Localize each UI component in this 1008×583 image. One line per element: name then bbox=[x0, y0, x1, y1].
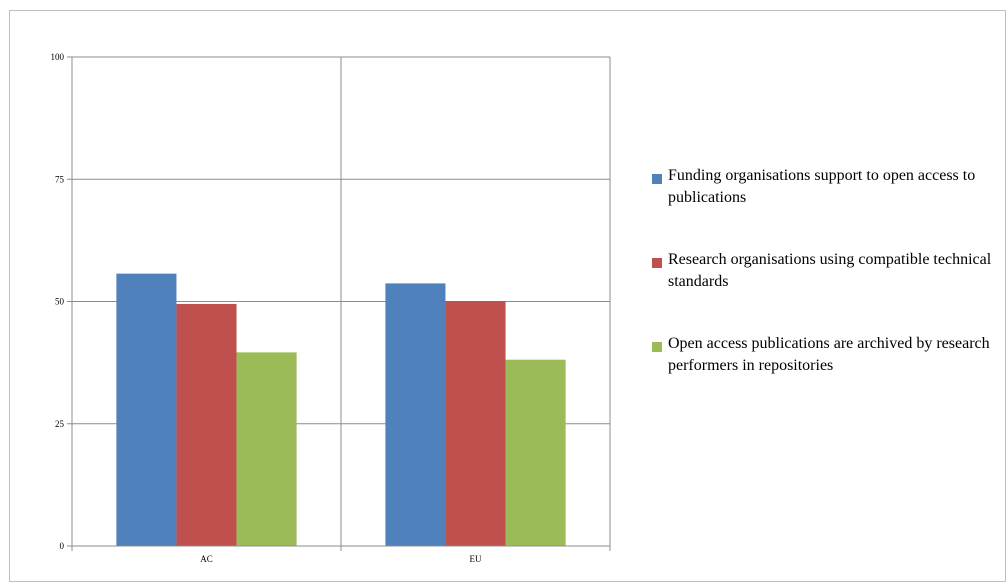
x-category-label: AC bbox=[200, 554, 213, 564]
y-tick-label: 100 bbox=[51, 52, 65, 62]
y-tick-label: 75 bbox=[55, 174, 65, 184]
legend-swatch-open-access bbox=[652, 342, 662, 352]
legend-item-open-access: Open access publications are archived by… bbox=[652, 333, 1002, 377]
x-axis-labels: AC EU bbox=[200, 554, 482, 564]
bars bbox=[116, 273, 566, 546]
y-tick-label: 25 bbox=[55, 419, 65, 429]
bar-ac-series-0 bbox=[116, 273, 177, 546]
legend: Funding organisations support to open ac… bbox=[652, 165, 1002, 417]
legend-label-research: Research organisations using compatible … bbox=[668, 251, 992, 290]
legend-swatch-funding bbox=[652, 174, 662, 184]
y-axis-ticks: 0 25 50 75 100 bbox=[51, 52, 65, 551]
legend-item-funding: Funding organisations support to open ac… bbox=[652, 165, 1002, 209]
bar-eu-series-1 bbox=[445, 301, 506, 546]
axes bbox=[71, 57, 610, 547]
legend-label-funding: Funding organisations support to open ac… bbox=[668, 167, 976, 206]
legend-swatch-research bbox=[652, 258, 662, 268]
y-tick-label: 0 bbox=[60, 541, 65, 551]
x-category-label: EU bbox=[470, 554, 482, 564]
legend-label-open-access: Open access publications are archived by… bbox=[668, 335, 990, 374]
bar-ac-series-2 bbox=[236, 352, 297, 546]
legend-item-research: Research organisations using compatible … bbox=[652, 249, 1002, 293]
bar-ac-series-1 bbox=[176, 303, 237, 546]
bar-eu-series-2 bbox=[505, 359, 566, 546]
bar-eu-series-0 bbox=[385, 283, 446, 546]
y-tick-label: 50 bbox=[55, 297, 65, 307]
